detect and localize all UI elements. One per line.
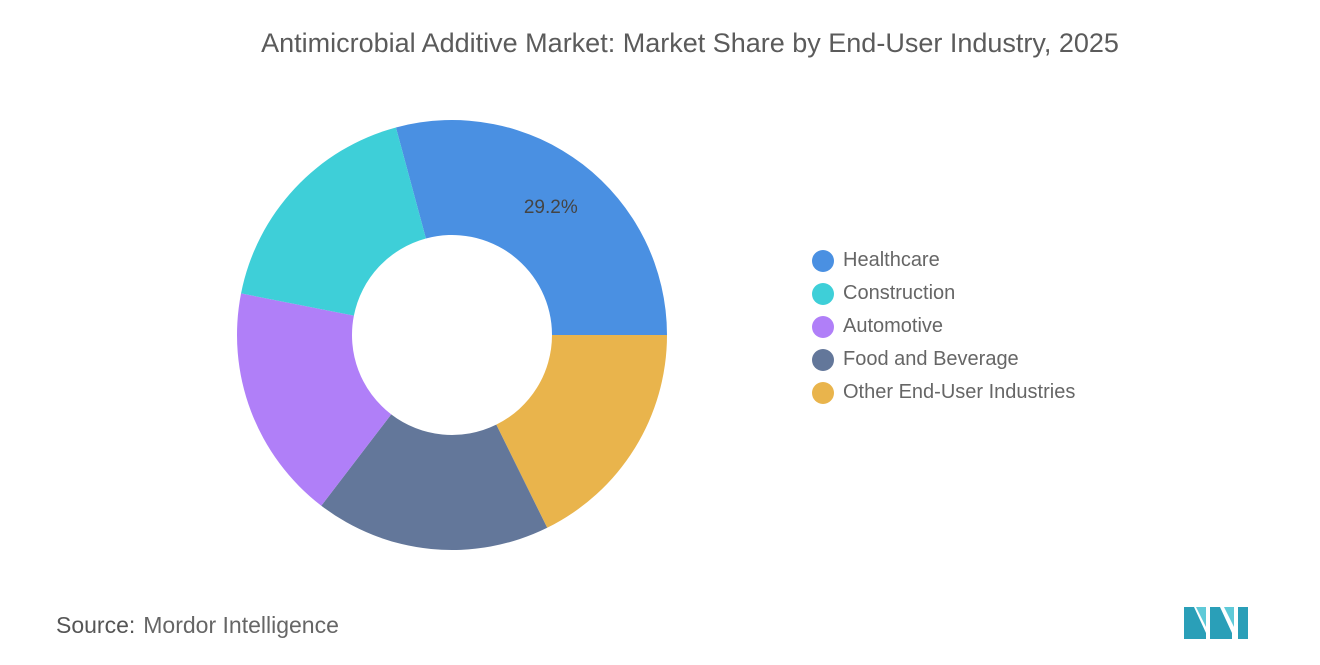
legend-swatch (812, 315, 834, 338)
source-label: Source: (56, 612, 136, 638)
legend-label: Food and Beverage (843, 348, 1019, 370)
legend-label: Construction (843, 282, 956, 304)
legend: Healthcare Construction Automotive Food and… (812, 244, 1075, 409)
slice-food-and-beverage (321, 414, 548, 551)
data-label: 29.2% (524, 197, 578, 218)
legend-swatch (812, 381, 834, 404)
legend-item: Other End-User Industries (812, 376, 1075, 409)
legend-item: Construction (812, 277, 1075, 310)
mordor-logo-icon (1184, 607, 1248, 639)
source: Source: Mordor Intelligence (56, 612, 339, 639)
legend-item: Automotive (812, 310, 1075, 343)
legend-label: Healthcare (843, 249, 940, 271)
legend-item: Food and Beverage (812, 343, 1075, 376)
legend-swatch (812, 282, 834, 305)
legend-item: Healthcare (812, 244, 1075, 277)
slice-construction (241, 127, 426, 316)
slice-automotive (236, 293, 392, 506)
legend-label: Other End-User Industries (843, 381, 1076, 403)
legend-swatch (812, 249, 834, 272)
source-value: Mordor Intelligence (143, 612, 339, 638)
legend-label: Automotive (843, 315, 944, 337)
slice-healthcare (395, 120, 667, 335)
slice-other-end-user-industries (496, 335, 667, 528)
chart-title: Antimicrobial Additive Market: Market Sh… (261, 28, 1119, 58)
legend-swatch (812, 348, 834, 371)
